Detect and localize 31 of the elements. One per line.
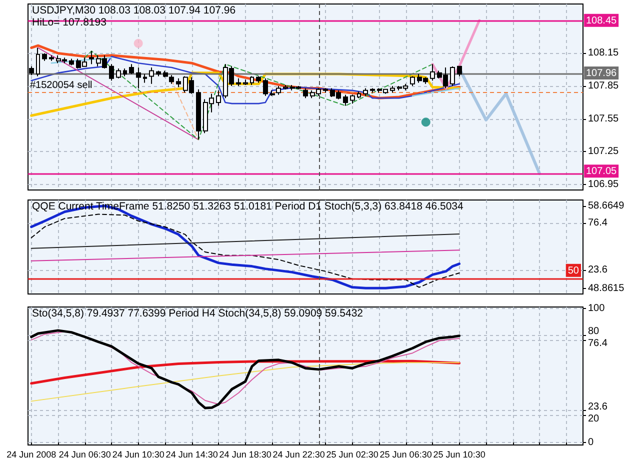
x-tick-label: 24 Jun 06:30 bbox=[58, 450, 111, 460]
y-tick-label: 0 bbox=[588, 436, 594, 448]
x-tick-label: 24 Jun 14:30 bbox=[166, 450, 218, 460]
ref-line-label: 50 bbox=[568, 265, 580, 276]
y-tick-label: 23.6 bbox=[588, 402, 608, 413]
x-tick-label: 25 Jun 02:30 bbox=[326, 450, 378, 460]
x-tick-label: 24 Jun 18:30 bbox=[219, 450, 272, 460]
chart-title: Sto(34,5,8) 79.4937 77.6399 Period H4 Stoch(34,5,8) 59.0909 59.5432 bbox=[32, 308, 364, 320]
y-tick-label: 107.25 bbox=[588, 146, 620, 158]
x-tick-label: 25 Jun 06:30 bbox=[380, 450, 432, 460]
y-tick-label: 107.85 bbox=[588, 80, 620, 92]
y-tick-label: 108.15 bbox=[588, 48, 620, 59]
y-tick-label: 76.4 bbox=[588, 338, 608, 350]
ref-line-label: #1520054 sell bbox=[30, 80, 92, 92]
y2-tick-label: 48.8615 bbox=[588, 282, 625, 294]
x-tick-label: 25 Jun 10:30 bbox=[433, 450, 486, 460]
y2-tick-label: 58.6649 bbox=[588, 200, 625, 212]
chart-title: USDJPY,M30 108.03 108.03 107.94 107.96 bbox=[32, 4, 236, 16]
x-tick-label: 24 Jun 10:30 bbox=[112, 450, 164, 460]
y-tick-label: 76.4 bbox=[588, 217, 608, 228]
ref-line-label: 107.05 bbox=[586, 166, 618, 178]
y-tick-label: 107.55 bbox=[588, 113, 620, 124]
y-tick-label: 20 bbox=[588, 414, 600, 425]
y-tick-label: 23.6 bbox=[588, 264, 608, 276]
y-tick-label: 100 bbox=[588, 302, 606, 314]
ref-line-label: 108.45 bbox=[586, 15, 618, 26]
x-tick-label: 24 Jun 2008 bbox=[6, 450, 56, 460]
y-tick-label: 106.95 bbox=[588, 179, 620, 190]
x-tick-label: 24 Jun 22:30 bbox=[272, 450, 325, 460]
ref-line-label: 107.96 bbox=[586, 68, 618, 80]
y-tick-label: 80 bbox=[588, 326, 600, 338]
